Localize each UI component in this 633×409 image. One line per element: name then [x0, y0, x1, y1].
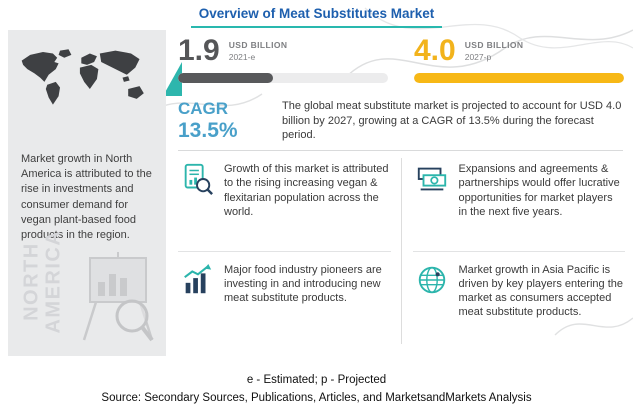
stat-2027-value: 4.0	[414, 34, 456, 67]
insight-text: Growth of this market is attributed to t…	[224, 163, 389, 218]
banknotes-icon	[417, 167, 446, 191]
horizontal-divider	[178, 150, 623, 151]
cagr-badge: CAGR 13.5%	[178, 99, 268, 143]
growth-chart-icon	[184, 263, 212, 293]
stat-2021-unit: USD BILLION	[228, 40, 288, 50]
insight-vegan-population: Growth of this market is attributed to t…	[178, 151, 391, 252]
page-title-text: Overview of Meat Substitutes Market	[190, 6, 443, 28]
insight-industry-investment: Major food industry pioneers are investi…	[178, 252, 391, 353]
footer-source: Source: Secondary Sources, Publications,…	[101, 392, 532, 404]
insight-text: Market growth in Asia Pacific is driven …	[458, 263, 623, 319]
cagr-label: CAGR	[178, 99, 229, 118]
market-size-stats: 1.9 USD BILLION 2021-e 4.0 USD BILLION 2…	[178, 36, 624, 83]
region-label: NORTH AMERICA	[20, 207, 64, 357]
footer-legend: e - Estimated; p - Projected	[246, 374, 387, 386]
stat-2027-bar-fill	[414, 73, 624, 83]
insight-text: Expansions and agreements & partnerships…	[458, 163, 620, 218]
stat-2021-bar-fill	[178, 73, 273, 83]
page-title: Overview of Meat Substitutes Market	[0, 5, 633, 28]
stat-2027-bar-track	[414, 73, 624, 83]
globe-icon	[418, 266, 445, 293]
insight-text: Major food industry pioneers are investi…	[224, 263, 382, 305]
region-panel: Market growth in North America is attrib…	[8, 30, 166, 356]
stat-2021-value: 1.9	[178, 34, 220, 67]
flipchart-illustration	[82, 252, 154, 342]
region-insight-text: Market growth in North America is attrib…	[21, 153, 152, 241]
market-summary-text: The global meat substitute market is pro…	[282, 100, 622, 142]
stat-2027-period: 2027-p	[464, 52, 492, 62]
stat-2021: 1.9 USD BILLION 2021-e	[178, 36, 388, 83]
stat-2027-unit: USD BILLION	[464, 40, 524, 50]
region-label-line2: AMERICA	[42, 229, 64, 334]
world-map-illustration	[21, 49, 144, 105]
stat-2027: 4.0 USD BILLION 2027-p	[414, 36, 624, 83]
insight-expansions-partnerships: Expansions and agreements & partnerships…	[412, 151, 625, 252]
region-label-line1: NORTH	[20, 242, 43, 321]
cagr-section: CAGR 13.5% The global meat substitute ma…	[178, 99, 623, 143]
cagr-value: 13.5%	[178, 118, 238, 142]
report-magnifier-icon	[184, 163, 213, 195]
insight-asia-pacific-growth: Market growth in Asia Pacific is driven …	[413, 252, 626, 353]
vertical-divider	[401, 158, 402, 344]
stat-2021-bar-track	[178, 73, 388, 83]
stat-2021-period: 2021-e	[228, 52, 256, 62]
insights-grid: Growth of this market is attributed to t…	[178, 151, 625, 352]
